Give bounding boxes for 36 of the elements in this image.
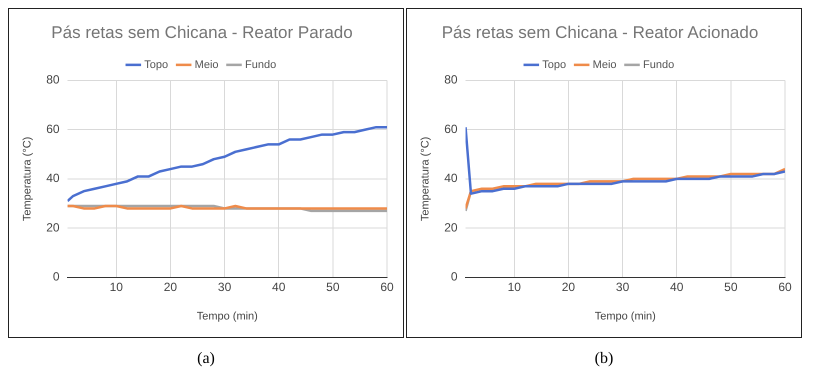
y-tick-label: 40 <box>444 171 458 186</box>
text: (b) <box>594 350 614 368</box>
y-axis-title: Temperatura (°C) <box>420 136 432 222</box>
legend-label: Meio <box>592 58 617 71</box>
x-tick-label: 20 <box>562 280 576 294</box>
legend-label: Topo <box>542 58 566 71</box>
x-tick-label: 50 <box>724 280 738 294</box>
y-tick-label: 60 <box>444 122 458 136</box>
legend-label: Topo <box>144 58 168 71</box>
x-tick-label: 30 <box>616 280 630 294</box>
y-tick-label: 40 <box>46 171 60 186</box>
x-tick-label: 30 <box>218 280 232 294</box>
x-tick-label: 40 <box>670 280 684 294</box>
y-tick-label: 20 <box>444 220 458 234</box>
x-axis-title: Tempo (min) <box>196 310 258 322</box>
x-tick-label: 10 <box>508 280 522 294</box>
y-tick-label: 20 <box>46 220 60 234</box>
x-axis-title: Tempo (min) <box>594 310 656 322</box>
x-tick-label: 50 <box>326 280 340 294</box>
legend-label: Fundo <box>643 58 674 71</box>
x-tick-label: 60 <box>778 280 792 294</box>
chart-title: Pás retas sem Chicana - Reator Parado <box>51 22 353 42</box>
y-axis-title: Temperatura (°C) <box>22 136 34 222</box>
legend-label: Fundo <box>245 58 276 71</box>
y-tick-label: 80 <box>444 72 458 87</box>
y-tick-label: 60 <box>46 122 60 136</box>
x-tick-label: 10 <box>110 280 124 294</box>
y-tick-label: 80 <box>46 72 60 87</box>
y-tick-label: 0 <box>52 270 60 284</box>
legend-label: Meio <box>194 58 219 71</box>
y-tick-label: 0 <box>450 270 458 284</box>
text: (a) <box>196 350 216 368</box>
x-tick-label: 60 <box>380 280 394 294</box>
chart-title: Pás retas sem Chicana - Reator Acionado <box>442 22 758 42</box>
x-tick-label: 20 <box>164 280 178 294</box>
x-tick-label: 40 <box>272 280 286 294</box>
